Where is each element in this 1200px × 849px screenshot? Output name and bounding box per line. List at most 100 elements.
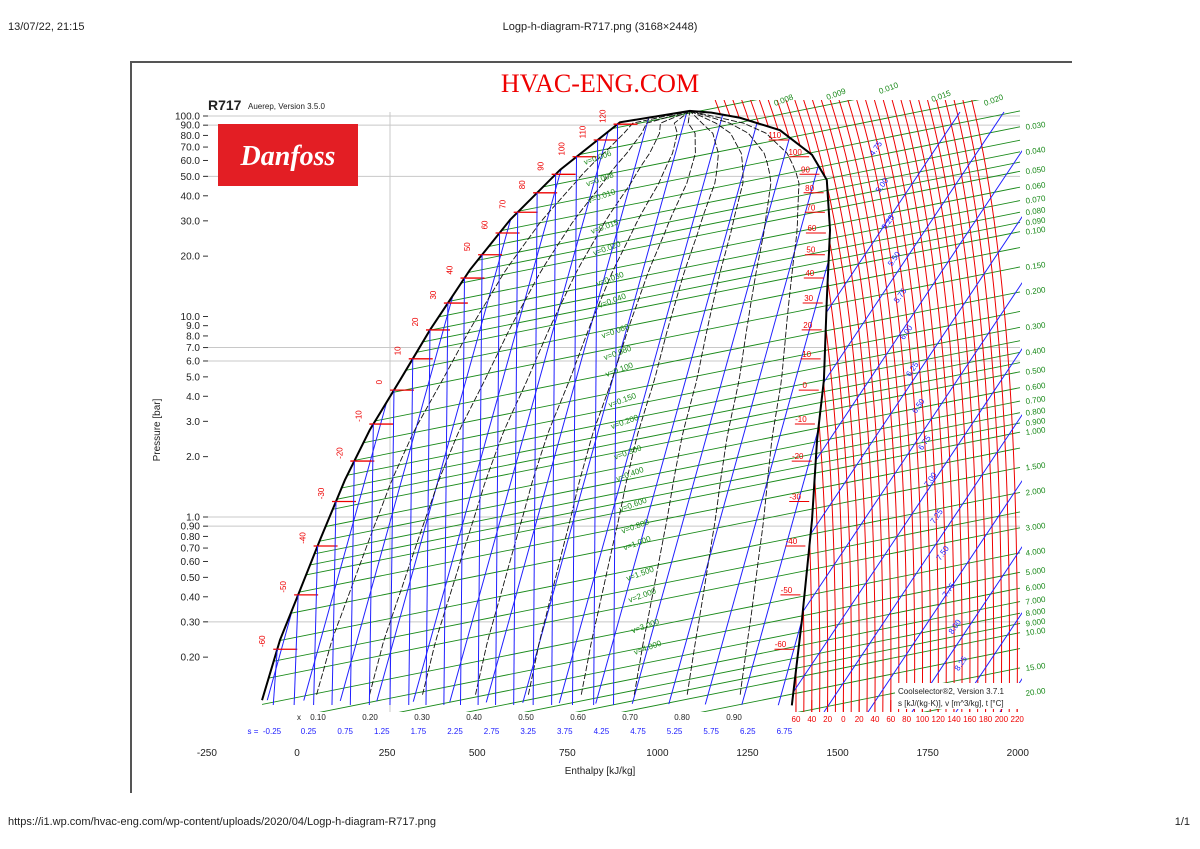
liquid-temp-label: 80: [518, 180, 527, 189]
isochore-line: [262, 587, 1021, 712]
y-tick-label: 0.20: [181, 653, 201, 664]
volume-right-label: 3.000: [1025, 521, 1047, 533]
y-tick-label: 1.0: [186, 513, 200, 524]
liquid-isotherm: [368, 424, 374, 706]
volume-right-label: 0.090: [1025, 216, 1047, 228]
x-tick-label: 250: [379, 748, 396, 759]
volume-prefix: v=: [592, 246, 604, 258]
isochore-line: [262, 511, 1021, 669]
isochore-line: [262, 632, 1021, 712]
quality-line: [316, 110, 690, 695]
volume-value: 0.060: [608, 322, 630, 337]
volume-prefix: v=: [603, 351, 615, 363]
y-tick-label: 0.40: [181, 592, 201, 603]
isentrope-line: [739, 110, 831, 706]
volume-top-label: 0.020: [983, 92, 1005, 107]
liquid-isotherm: [272, 649, 278, 706]
y-tick-label: 100.0: [175, 112, 200, 123]
isentrope-line: [666, 110, 831, 706]
superheat-temp-label: 220: [1011, 715, 1025, 724]
liquid-temp-label: 50: [463, 242, 472, 251]
quality-label: 0.80: [674, 713, 690, 722]
liquid-isotherm: [551, 174, 557, 706]
vapor-temp-label: 0: [803, 381, 808, 390]
isentrope-line: [867, 111, 1022, 712]
liquid-temp-label: 90: [537, 161, 546, 170]
entropy-superheat-label: 7.75: [941, 581, 958, 599]
liquid-isotherm: [459, 278, 465, 706]
volume-right-label: 0.040: [1025, 145, 1047, 157]
x-tick-label: 0: [294, 748, 300, 759]
liquid-temp-label: 0: [375, 379, 384, 384]
isentrope-line: [409, 110, 581, 706]
volume-value: 0.008: [593, 170, 615, 185]
volume-right-label: 0.050: [1025, 164, 1047, 176]
isotherm-line: [918, 100, 971, 712]
volume-value: 1.500: [633, 565, 655, 580]
entropy-label: 5.75: [703, 727, 719, 736]
volume-prefix: v=: [610, 420, 622, 432]
liquid-isotherm: [593, 140, 599, 706]
logo-background: [218, 124, 358, 186]
superheat-temp-label: 20: [823, 715, 832, 724]
vapor-temp-label: -30: [789, 492, 801, 501]
isentrope-line: [556, 110, 728, 706]
vapor-temp-label: -60: [775, 640, 787, 649]
entropy-superheat-label: 6.00: [898, 323, 915, 341]
isochore-line: [262, 492, 1021, 649]
superheat-temp-label: 40: [807, 715, 816, 724]
quality-line: [580, 110, 719, 695]
volume-right-label: 0.600: [1025, 381, 1047, 393]
isochore-line: [262, 612, 1021, 712]
isotherm-line: [829, 100, 892, 712]
volume-inner-label: v=1.500: [625, 565, 656, 583]
volume-prefix: v=: [604, 367, 616, 379]
volume-right-label: 0.080: [1025, 205, 1047, 217]
quality-label: 0.10: [310, 713, 326, 722]
volume-right-label: 15.00: [1025, 661, 1047, 673]
isotherm-line: [891, 100, 947, 712]
liquid-temp-label: -10: [354, 410, 363, 422]
isotherm-line: [856, 100, 916, 712]
liquid-temp-label: 110: [579, 125, 588, 138]
liquid-temp-label: -20: [335, 447, 344, 459]
volume-inner-label: v=0.008: [585, 170, 616, 188]
isentrope-line: [263, 110, 435, 706]
isochore-line: [262, 447, 1021, 605]
quality-line: [689, 110, 800, 695]
volume-prefix: v=: [618, 502, 630, 514]
quality-label: 0.20: [362, 713, 378, 722]
liquid-temp-label: 20: [411, 317, 420, 326]
liquid-temp-label: 100: [558, 142, 567, 156]
volume-value: 1.000: [630, 534, 652, 549]
vapor-temp-label: 90: [801, 165, 810, 174]
quality-label: 0.60: [570, 713, 586, 722]
isochore-line: [262, 467, 1021, 624]
x-tick-label: 1250: [736, 748, 759, 759]
entropy-label: 6.25: [740, 727, 756, 736]
volume-value: 3.000: [639, 617, 661, 632]
x-axis-label: Enthalpy [kJ/kg]: [565, 766, 636, 777]
volume-prefix: v=: [600, 329, 612, 341]
y-tick-label: 6.0: [186, 356, 200, 367]
isotherm-line: [962, 100, 1010, 712]
liquid-isotherm: [443, 303, 449, 706]
isotherm-line: [803, 100, 868, 712]
x-tick-label: 1000: [646, 748, 669, 759]
isochore-line: [262, 326, 1021, 484]
volume-inner-label: v=2.000: [627, 586, 658, 604]
volume-prefix: v=: [590, 224, 602, 236]
volume-prefix: v=: [630, 624, 642, 636]
volume-value: 0.010: [595, 187, 617, 202]
volume-prefix: v=: [622, 541, 634, 553]
vapor-temp-label: 100: [788, 148, 802, 157]
volume-prefix: v=: [585, 177, 597, 189]
saturation-dome: [261, 109, 832, 706]
source-url[interactable]: https://i1.wp.com/hvac-eng.com/wp-conten…: [8, 816, 437, 828]
entropy-label: 4.25: [594, 727, 610, 736]
liquid-temp-label: 60: [481, 220, 490, 229]
liquid-isotherm: [313, 545, 319, 706]
y-tick-label: 0.90: [181, 522, 201, 533]
liquid-temp-label: 120: [599, 109, 608, 123]
image-frame: [130, 61, 1072, 793]
